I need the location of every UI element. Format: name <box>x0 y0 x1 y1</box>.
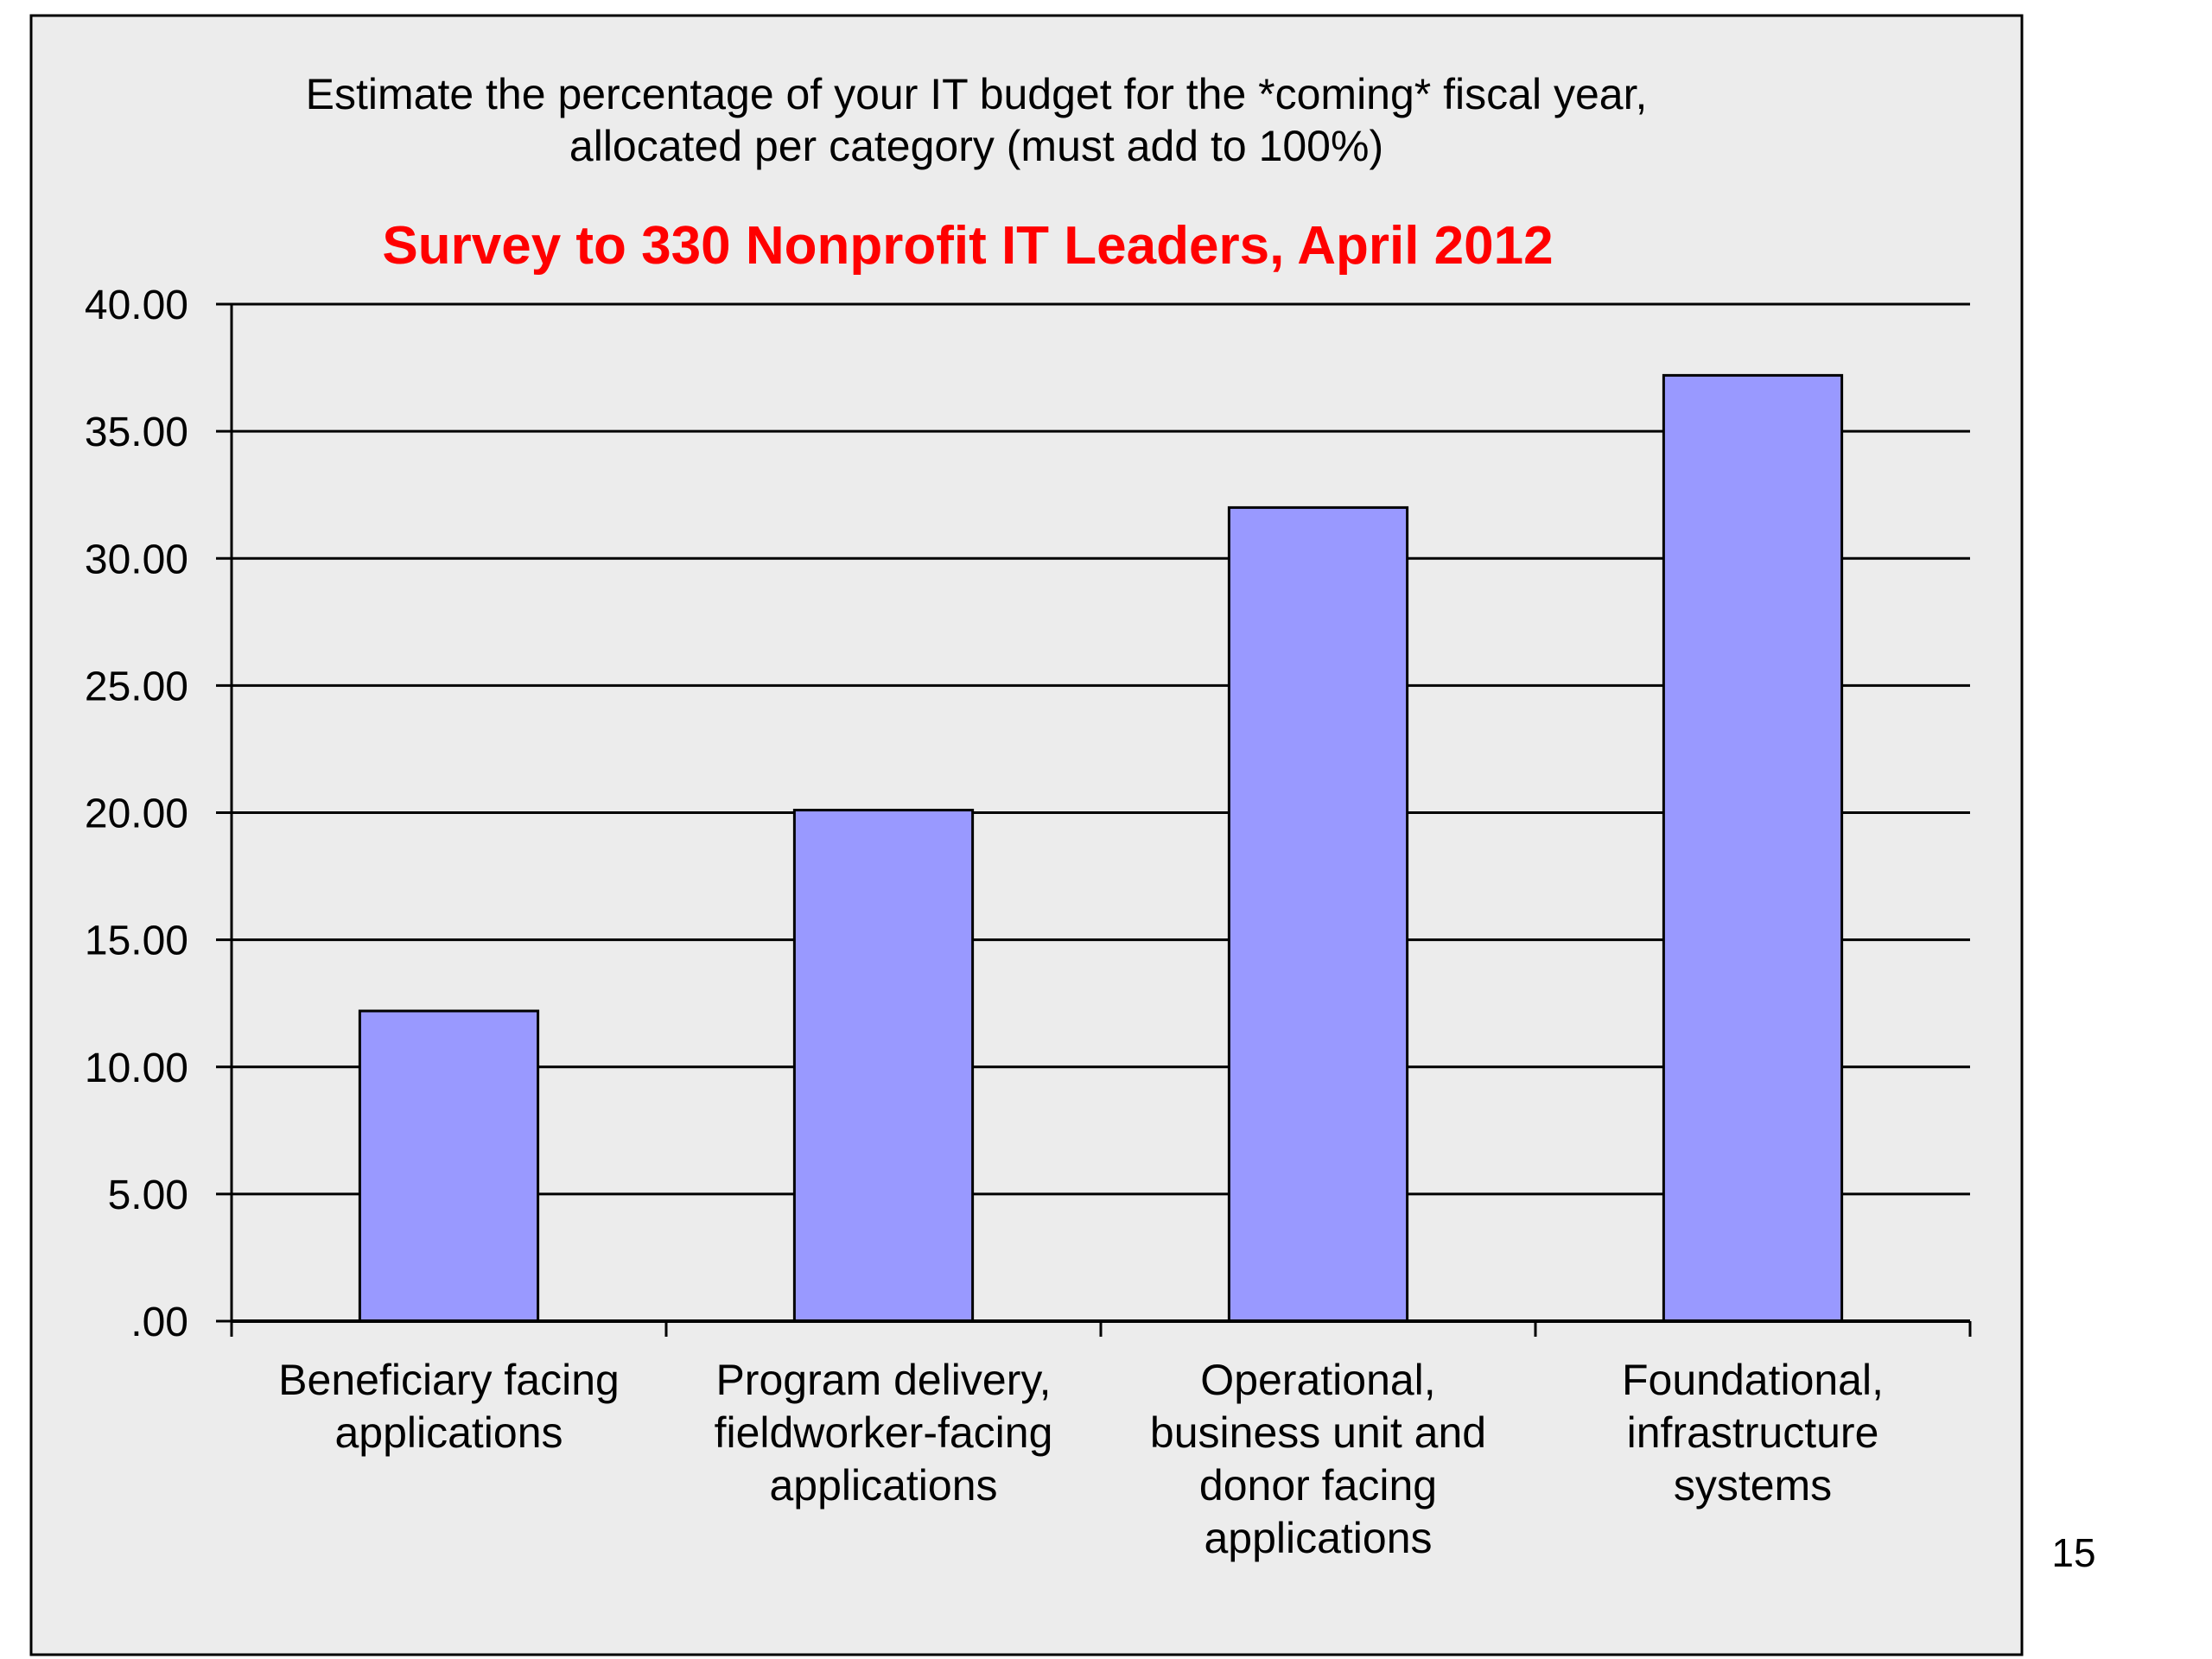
x-category-label-line: applications <box>769 1461 997 1510</box>
y-tick-label: 30.00 <box>85 537 188 582</box>
bar <box>1227 505 1409 1323</box>
x-category-label-line: business unit and <box>1150 1408 1486 1457</box>
x-category-label: Operational, business unit and donor facin… <box>1150 1356 1486 1562</box>
chart-title-line: allocated per category (must add to 100%… <box>569 122 1383 170</box>
x-category-label-line: infrastructure <box>1627 1408 1879 1457</box>
y-tick-label: 15.00 <box>85 918 188 964</box>
y-tick-label: 5.00 <box>108 1173 188 1218</box>
y-tick-label: 35.00 <box>85 410 188 455</box>
bar <box>358 1009 540 1323</box>
x-category-label: Program delivery, fieldworker-facing appli… <box>715 1356 1053 1510</box>
page-number: 15 <box>2051 1530 2095 1575</box>
bars <box>358 373 1844 1323</box>
x-category-label: Foundational, infrastructure systems <box>1622 1356 1884 1510</box>
bar <box>792 809 975 1323</box>
chart-title-line: Estimate the percentage of your IT budge… <box>306 70 1648 118</box>
axes <box>216 302 1972 1337</box>
x-category-label-line: Beneficiary facing <box>278 1356 620 1404</box>
y-tick-labels: .00 5.00 10.00 15.00 20.00 25.00 30.00 35.00 40.… <box>85 283 188 1345</box>
x-category-label-line: applications <box>1204 1514 1432 1562</box>
chart-subtitle: Survey to 330 Nonprofit IT Leaders, Apri… <box>382 216 1553 276</box>
x-category-label-line: systems <box>1674 1461 1832 1510</box>
x-category-label-line: applications <box>334 1408 563 1457</box>
x-category-label-line: Operational, <box>1200 1356 1435 1404</box>
chart-title: Estimate the percentage of your IT budge… <box>306 70 1648 170</box>
bar <box>1662 373 1844 1323</box>
x-category-label: Beneficiary facing applications <box>278 1356 620 1457</box>
y-tick-label: 10.00 <box>85 1046 188 1091</box>
y-tick-label: 40.00 <box>85 283 188 328</box>
x-category-label-line: Foundational, <box>1622 1356 1884 1404</box>
x-category-label-line: donor facing <box>1199 1461 1437 1510</box>
x-category-label-line: Program delivery, <box>715 1356 1051 1404</box>
y-tick-label: .00 <box>130 1300 188 1345</box>
y-tick-label: 25.00 <box>85 664 188 709</box>
x-category-label-line: fieldworker-facing <box>715 1408 1053 1457</box>
y-tick-label: 20.00 <box>85 791 188 837</box>
